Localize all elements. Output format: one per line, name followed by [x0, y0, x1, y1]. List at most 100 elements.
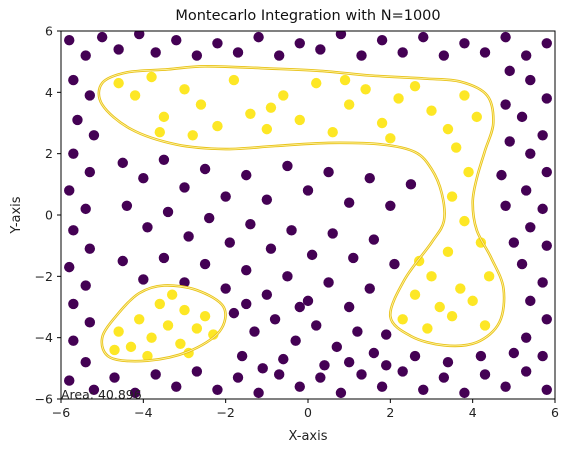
- point-outside: [80, 50, 91, 61]
- point-inside: [459, 215, 470, 227]
- point-outside: [504, 136, 515, 147]
- point-outside: [356, 50, 367, 61]
- point-outside: [138, 173, 149, 184]
- point-inside: [376, 117, 388, 129]
- y-tick-label: −6: [35, 392, 53, 407]
- point-outside: [121, 200, 133, 211]
- point-outside: [352, 326, 363, 337]
- point-outside: [459, 38, 470, 49]
- point-inside: [422, 323, 433, 334]
- point-inside: [166, 289, 178, 300]
- point-inside: [442, 123, 454, 135]
- point-outside: [64, 261, 75, 273]
- point-outside: [302, 295, 314, 307]
- point-inside: [142, 350, 153, 362]
- point-outside: [68, 225, 79, 236]
- point-outside: [397, 366, 408, 377]
- point-inside: [212, 120, 223, 132]
- point-inside: [479, 320, 491, 331]
- point-outside: [265, 243, 277, 254]
- point-outside: [541, 166, 552, 178]
- point-outside: [323, 166, 334, 178]
- point-outside: [113, 44, 124, 55]
- point-inside: [199, 311, 211, 322]
- point-outside: [282, 160, 293, 172]
- point-inside: [191, 323, 203, 334]
- point-inside: [360, 84, 371, 95]
- point-outside: [191, 366, 203, 377]
- point-outside: [537, 350, 548, 362]
- point-outside: [405, 179, 417, 190]
- point-inside: [311, 77, 322, 89]
- point-outside: [261, 194, 273, 205]
- point-outside: [389, 258, 400, 270]
- point-inside: [483, 271, 495, 282]
- point-outside: [541, 384, 552, 395]
- point-outside: [212, 384, 223, 395]
- y-tick-label: −2: [35, 269, 53, 284]
- point-outside: [335, 387, 347, 399]
- point-inside: [162, 320, 174, 331]
- point-outside: [80, 357, 91, 368]
- point-outside: [204, 212, 215, 224]
- point-inside: [451, 142, 462, 153]
- point-inside: [179, 84, 190, 95]
- point-inside: [467, 295, 478, 307]
- y-tick-label: 0: [45, 208, 53, 223]
- point-inside: [455, 283, 466, 294]
- point-outside: [220, 191, 231, 202]
- point-outside: [220, 283, 231, 294]
- point-inside: [471, 111, 482, 123]
- point-outside: [537, 130, 548, 141]
- point-inside: [261, 123, 273, 135]
- point-outside: [315, 372, 326, 383]
- point-outside: [343, 197, 355, 208]
- point-inside: [463, 166, 474, 178]
- point-outside: [68, 298, 79, 310]
- point-outside: [142, 222, 153, 233]
- y-tick-label: −4: [35, 330, 53, 345]
- point-outside: [84, 166, 96, 178]
- point-outside: [343, 357, 355, 368]
- point-outside: [516, 258, 528, 270]
- point-outside: [88, 384, 100, 395]
- point-outside: [541, 314, 552, 325]
- point-outside: [257, 363, 268, 374]
- point-outside: [64, 35, 75, 46]
- x-tick-label: 0: [304, 405, 312, 420]
- point-outside: [381, 360, 392, 371]
- point-outside: [500, 99, 511, 110]
- point-inside: [426, 271, 437, 282]
- point-outside: [459, 387, 470, 399]
- x-tick-label: −6: [52, 405, 70, 420]
- point-outside: [80, 203, 91, 215]
- point-outside: [331, 341, 343, 353]
- point-outside: [508, 347, 520, 359]
- point-outside: [171, 35, 182, 46]
- point-outside: [479, 47, 491, 58]
- point-outside: [150, 47, 161, 58]
- point-outside: [158, 252, 170, 264]
- point-outside: [537, 203, 548, 215]
- point-inside: [179, 304, 190, 316]
- point-inside: [208, 329, 219, 340]
- point-outside: [364, 173, 375, 184]
- point-inside: [154, 298, 165, 310]
- point-outside: [232, 372, 244, 383]
- point-outside: [438, 50, 450, 61]
- point-inside: [134, 314, 145, 325]
- point-outside: [348, 252, 359, 264]
- point-outside: [278, 353, 289, 365]
- point-outside: [68, 74, 79, 86]
- x-tick-label: 4: [469, 405, 477, 420]
- point-inside: [343, 99, 355, 110]
- x-tick-label: 2: [386, 405, 394, 420]
- point-outside: [302, 185, 314, 196]
- point-outside: [199, 163, 211, 175]
- point-inside: [175, 338, 186, 349]
- point-inside: [228, 74, 240, 86]
- point-inside: [265, 102, 277, 113]
- point-outside: [319, 360, 330, 371]
- point-outside: [323, 277, 334, 288]
